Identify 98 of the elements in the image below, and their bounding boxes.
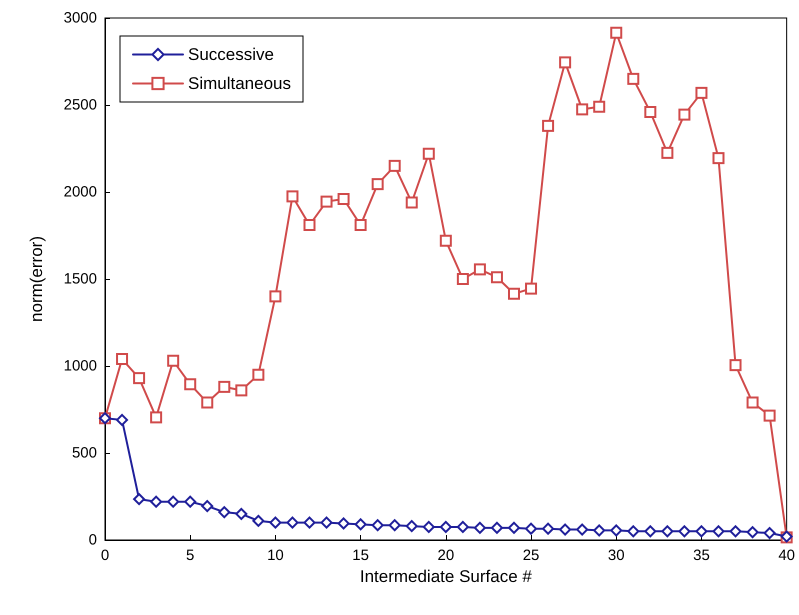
point	[593, 100, 606, 113]
point	[286, 190, 298, 202]
point	[406, 520, 418, 532]
point	[372, 178, 384, 190]
point	[354, 518, 367, 530]
point	[218, 506, 230, 518]
y-tick-label: 1500	[64, 270, 97, 288]
point	[730, 525, 742, 538]
y-tick-label: 3000	[64, 10, 97, 26]
point	[303, 219, 316, 232]
point	[474, 522, 486, 534]
point	[764, 410, 776, 422]
point	[218, 380, 230, 393]
point	[406, 196, 418, 208]
point	[508, 288, 520, 300]
point	[252, 514, 264, 527]
point	[440, 520, 452, 533]
y-tick-label: 0	[88, 532, 97, 548]
legend-label: Simultaneous	[188, 74, 292, 93]
point	[116, 414, 128, 426]
point	[388, 160, 401, 172]
point	[338, 517, 350, 530]
point	[354, 219, 367, 232]
x-tick-label: 0	[100, 547, 110, 564]
point	[269, 516, 282, 529]
point	[422, 148, 435, 160]
point	[644, 106, 656, 118]
point	[150, 411, 162, 424]
point	[269, 290, 282, 302]
x-tick-label: 10	[267, 547, 284, 564]
y-tick-label: 500	[72, 444, 97, 462]
point	[712, 152, 724, 164]
x-tick-label: 30	[608, 547, 625, 564]
point	[610, 524, 622, 536]
x-axis-title: Intermediate Surface #	[360, 566, 532, 586]
y-tick-label: 2500	[64, 96, 97, 114]
point	[456, 273, 469, 285]
point	[525, 522, 538, 535]
point	[508, 522, 520, 534]
point	[133, 372, 146, 384]
point	[201, 500, 214, 512]
point	[286, 516, 298, 529]
point	[678, 525, 690, 538]
point	[746, 396, 759, 409]
point	[661, 525, 674, 538]
x-tick-label: 40	[778, 547, 795, 564]
point	[422, 520, 435, 533]
point	[525, 282, 538, 295]
point	[746, 526, 759, 538]
point	[150, 496, 162, 508]
point	[372, 519, 384, 532]
point	[338, 192, 350, 205]
legend-label: Successive	[188, 45, 274, 64]
point	[764, 527, 776, 540]
point	[235, 508, 248, 520]
point	[730, 359, 742, 372]
point	[320, 196, 333, 208]
point	[661, 146, 674, 159]
point	[388, 519, 401, 532]
point	[576, 524, 588, 536]
y-tick-label: 2000	[64, 184, 97, 200]
point	[610, 26, 622, 39]
point	[542, 522, 554, 535]
point	[627, 525, 640, 538]
point	[644, 525, 656, 538]
x-tick-label: 5	[186, 547, 194, 564]
point	[167, 354, 180, 367]
point	[133, 493, 146, 506]
point	[627, 72, 640, 85]
point	[184, 378, 196, 390]
x-tick-label: 35	[693, 547, 710, 564]
point	[712, 525, 724, 538]
y-axis-title: norm(error)	[27, 236, 46, 322]
point	[116, 353, 128, 366]
point	[201, 396, 214, 409]
point	[252, 368, 264, 381]
x-tick-label: 15	[352, 547, 369, 564]
point	[695, 86, 708, 99]
point	[542, 120, 554, 132]
point	[320, 516, 333, 529]
point	[559, 524, 572, 536]
point	[167, 496, 180, 508]
point	[576, 103, 588, 116]
point	[490, 271, 503, 284]
point	[440, 234, 452, 247]
point	[695, 525, 708, 538]
x-tick-label: 20	[437, 547, 454, 564]
point	[456, 520, 469, 533]
point	[490, 522, 503, 534]
point	[235, 384, 248, 396]
point	[559, 56, 572, 68]
point	[184, 496, 196, 508]
point	[474, 263, 486, 276]
point	[678, 108, 690, 121]
y-tick-label: 1000	[64, 358, 97, 374]
x-tick-label: 25	[522, 547, 540, 564]
point	[303, 516, 316, 529]
point	[593, 524, 606, 536]
